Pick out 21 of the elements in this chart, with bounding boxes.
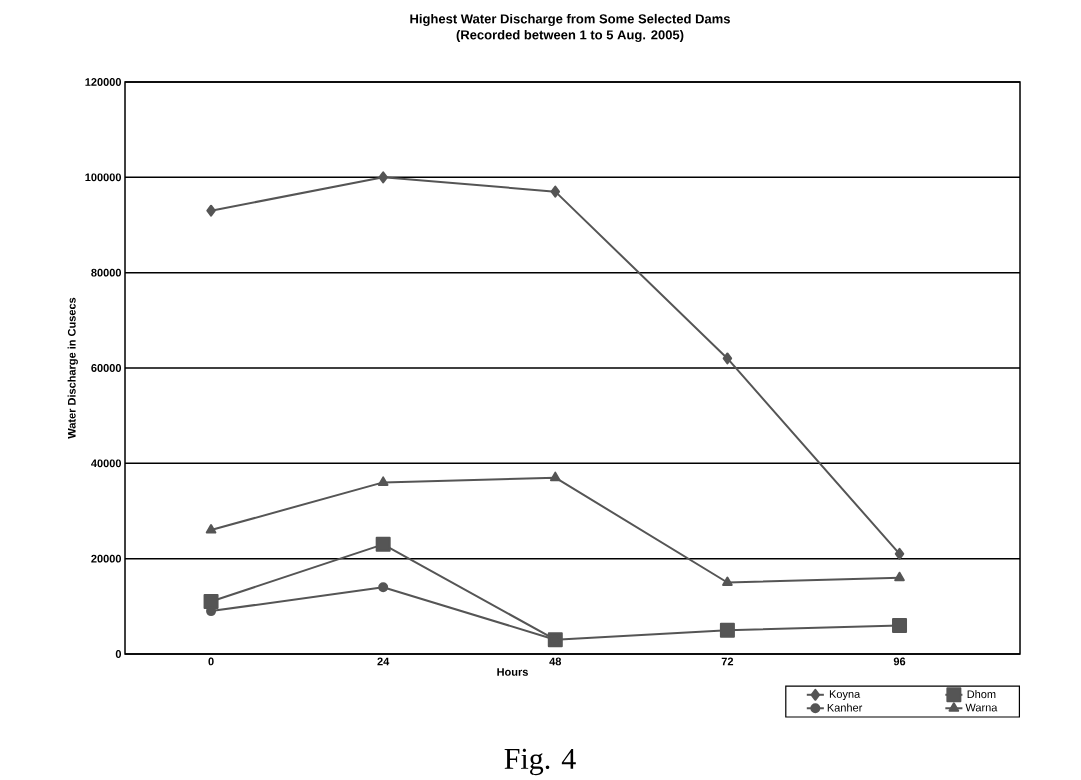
legend-label: Warna xyxy=(965,703,998,712)
x-tick-label: 0 xyxy=(208,657,214,666)
x-tick-label: 24 xyxy=(377,657,390,666)
chart-subtitle: (Recorded between 1 to 5 Aug. 2005) xyxy=(456,29,684,43)
y-tick-label: 40000 xyxy=(91,459,122,468)
y-tick-label: 60000 xyxy=(91,364,122,372)
caption: Fig. 4 xyxy=(504,748,576,776)
y-tick-label: 120000 xyxy=(85,78,122,86)
y-tick-label: 80000 xyxy=(91,268,122,277)
legend-label: Kanher xyxy=(827,703,863,712)
legend-label: Koyna xyxy=(829,690,861,701)
y-axis-title: Water Discharge in Cusecs xyxy=(67,297,78,439)
x-axis-title: Hours xyxy=(497,668,528,676)
x-tick-label: 48 xyxy=(549,657,562,666)
chart-title: Highest Water Discharge from Some Selected Dams xyxy=(410,13,730,27)
x-tick-label: 96 xyxy=(893,657,906,666)
x-tick-label: 72 xyxy=(721,657,734,666)
y-tick-label: 100000 xyxy=(85,173,122,182)
y-tick-label: 20000 xyxy=(91,554,122,563)
legend-label: Dhom xyxy=(967,690,996,699)
y-tick-label: 0 xyxy=(115,650,122,658)
